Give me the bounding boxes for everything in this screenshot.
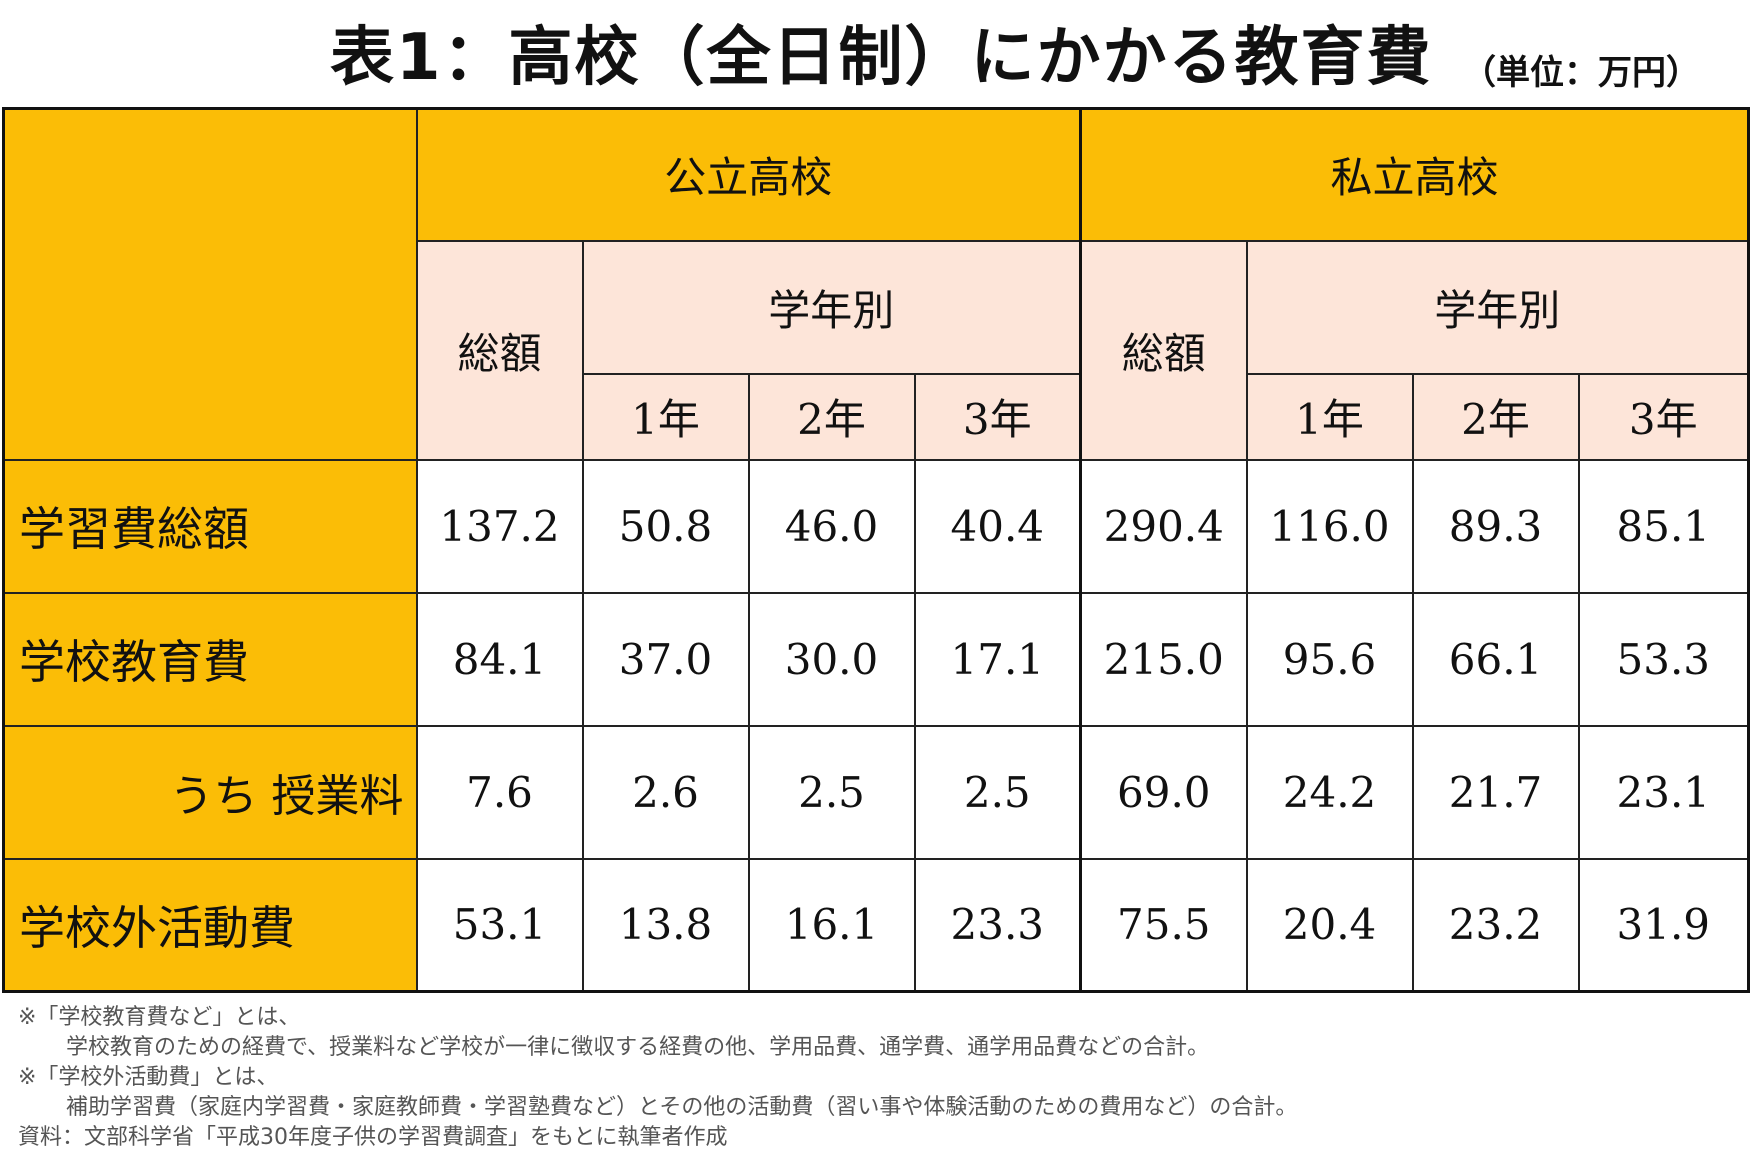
education-cost-table: 公立高校 私立高校 総額 学年別 総額 学年別 1年 2年 3年 1年 2年 3… [2,107,1751,993]
private-by-grade-header: 学年別 [1245,239,1750,375]
table-cell: 53.3 [1577,591,1750,727]
table-cell: 137.2 [415,458,584,594]
footnote-line: 学校教育のための経費で、授業料など学校が一律に徴収する経費の他、学用品費、通学費… [66,1035,1210,1060]
public-grade-3-header: 3年 [913,372,1082,461]
footnotes: ※「学校教育費など」とは、 学校教育のための経費で、授業料など学校が一律に徴収す… [18,1003,1297,1153]
table-cell: 16.1 [747,857,916,993]
table-cell: 116.0 [1245,458,1414,594]
table-cell: 85.1 [1577,458,1750,594]
table-cell: 66.1 [1411,591,1580,727]
table-cell: 290.4 [1079,458,1248,594]
private-grade-2-header: 2年 [1411,372,1580,461]
row-label: 学校教育費 [2,591,418,727]
table-cell: 24.2 [1245,724,1414,860]
table-row: 学習費総額 137.2 50.8 46.0 40.4 290.4 116.0 8… [2,458,1750,594]
table-cell: 89.3 [1411,458,1580,594]
table-cell: 84.1 [415,591,584,727]
table-cell: 95.6 [1245,591,1414,727]
table-cell: 69.0 [1079,724,1248,860]
public-by-grade-header: 学年別 [581,239,1082,375]
page-title: 表1：高校（全日制）にかかる教育費 [330,21,1433,95]
table-cell: 53.1 [415,857,584,993]
corner-cell [2,107,418,461]
row-label: うち 授業料 [2,724,418,860]
public-grade-1-header: 1年 [581,372,750,461]
private-grade-3-header: 3年 [1577,372,1750,461]
table-cell: 50.8 [581,458,750,594]
table-cell: 40.4 [913,458,1082,594]
private-total-header: 総額 [1079,239,1248,461]
public-grade-2-header: 2年 [747,372,916,461]
row-label: 学校外活動費 [2,857,418,993]
public-total-header: 総額 [415,239,584,461]
row-label: 学習費総額 [2,458,418,594]
public-school-header: 公立高校 [415,107,1082,242]
table-cell: 75.5 [1079,857,1248,993]
table-cell: 46.0 [747,458,916,594]
table-cell: 21.7 [1411,724,1580,860]
footnote-line: ※「学校外活動費」とは、 [18,1065,279,1090]
table-cell: 2.6 [581,724,750,860]
source-line: 資料：文部科学省「平成30年度子供の学習費調査」をもとに執筆者作成 [18,1125,728,1150]
footnote-line: ※「学校教育費など」とは、 [18,1005,301,1030]
table-cell: 20.4 [1245,857,1414,993]
table-cell: 30.0 [747,591,916,727]
table-row: 学校教育費 84.1 37.0 30.0 17.1 215.0 95.6 66.… [2,591,1750,727]
table-cell: 2.5 [747,724,916,860]
table-cell: 37.0 [581,591,750,727]
table-cell: 7.6 [415,724,584,860]
private-school-header: 私立高校 [1079,107,1750,242]
table-cell: 13.8 [581,857,750,993]
table-cell: 17.1 [913,591,1082,727]
table-cell: 31.9 [1577,857,1750,993]
table-cell: 215.0 [1079,591,1248,727]
table-row: うち 授業料 7.6 2.6 2.5 2.5 69.0 24.2 21.7 23… [2,724,1750,860]
footnote-line: 補助学習費（家庭内学習費・家庭教師費・学習塾費など）とその他の活動費（習い事や体… [66,1095,1298,1120]
table-cell: 23.2 [1411,857,1580,993]
table-cell: 23.1 [1577,724,1750,860]
private-grade-1-header: 1年 [1245,372,1414,461]
table-cell: 23.3 [913,857,1082,993]
table-cell: 2.5 [913,724,1082,860]
unit-label: （単位：万円） [1462,53,1700,93]
table-row: 学校外活動費 53.1 13.8 16.1 23.3 75.5 20.4 23.… [2,857,1750,993]
